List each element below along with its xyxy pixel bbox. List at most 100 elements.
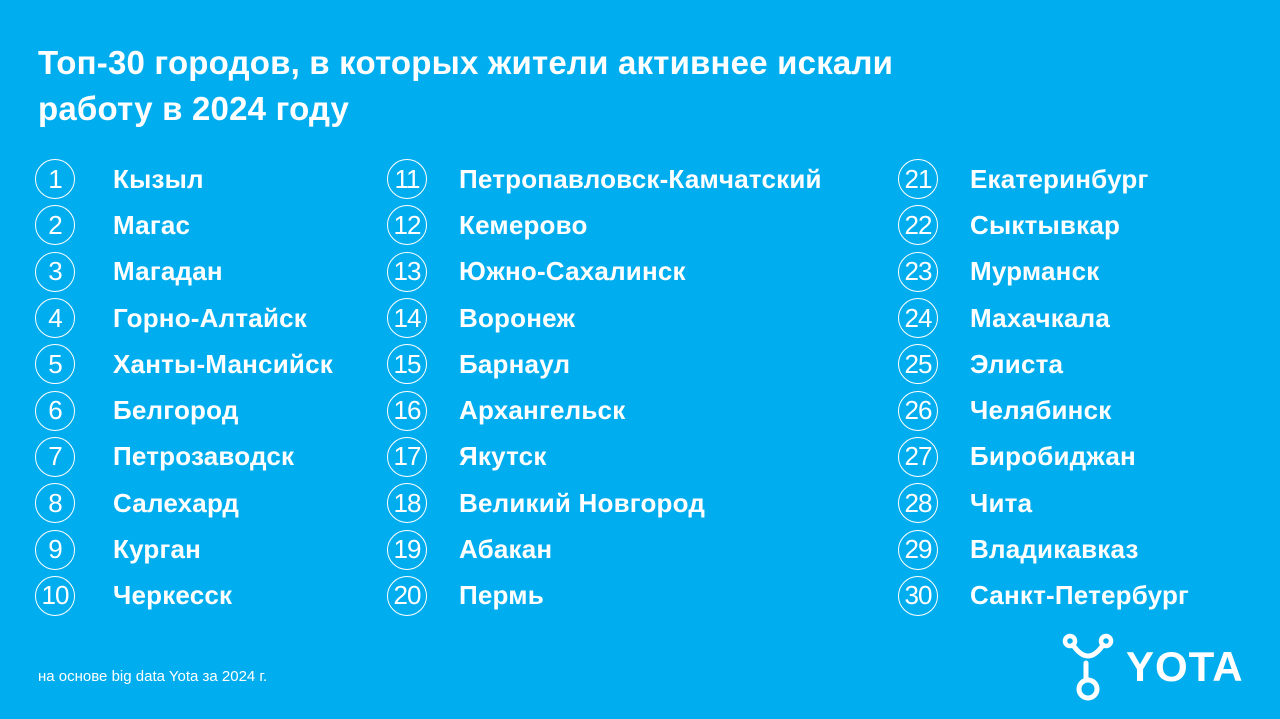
ranking-row: 2 Магас [35,202,333,248]
city-name: Абакан [459,534,553,565]
city-name: Пермь [459,580,544,611]
ranking-row: 14 Воронеж [387,295,822,341]
city-name: Горно-Алтайск [113,302,307,333]
rank-number: 15 [387,344,427,385]
ranking-row: 21 Екатеринбург [898,156,1189,202]
rank-number: 8 [35,483,75,524]
rank-number: 1 [35,159,75,200]
city-name: Магас [113,209,191,240]
page-title: Топ-30 городов, в которых жители активне… [38,40,998,132]
rank-number: 5 [35,344,75,385]
ranking-row: 6 Белгород [35,387,333,433]
rank-number: 3 [35,251,75,292]
rank-number: 24 [898,298,938,339]
city-name: Кызыл [113,163,204,194]
title-line-1: Топ-30 городов, в которых жители активне… [38,44,894,81]
ranking-column-2: 11 Петропавловск-Камчатский 12 Кемерово 13… [387,156,822,619]
rank-number: 23 [898,251,938,292]
ranking-row: 23 Мурманск [898,249,1189,295]
rank-number: 4 [35,298,75,339]
ranking-column-3: 21 Екатеринбург 22 Сыктывкар 23 Мурманск 24… [898,156,1189,619]
ranking-row: 22 Сыктывкар [898,202,1189,248]
city-name: Челябинск [970,395,1112,426]
city-name: Биробиджан [970,441,1136,472]
rank-number: 16 [387,390,427,431]
ranking-row: 8 Салехард [35,480,333,526]
city-name: Курган [113,534,202,565]
ranking-row: 12 Кемерово [387,202,822,248]
ranking-row: 20 Пермь [387,573,822,619]
city-name: Якутск [459,441,547,472]
rank-number: 6 [35,390,75,431]
ranking-row: 7 Петрозаводск [35,434,333,480]
ranking-row: 18 Великий Новгород [387,480,822,526]
city-name: Южно-Сахалинск [459,256,686,287]
city-name: Черкесск [113,580,233,611]
city-name: Владикавказ [970,534,1139,565]
ranking-row: 4 Горно-Алтайск [35,295,333,341]
rank-number: 17 [387,436,427,477]
rank-number: 7 [35,436,75,477]
rank-number: 28 [898,483,938,524]
city-name: Мурманск [970,256,1100,287]
ranking-row: 28 Чита [898,480,1189,526]
yota-logo: YOTA [1062,633,1244,701]
rank-number: 19 [387,529,427,570]
title-line-2: работу в 2024 году [38,90,350,127]
rank-number: 20 [387,575,427,616]
ranking-row: 1 Кызыл [35,156,333,202]
ranking-row: 15 Барнаул [387,341,822,387]
city-name: Кемерово [459,209,588,240]
rank-number: 18 [387,483,427,524]
rank-number: 26 [898,390,938,431]
city-name: Великий Новгород [459,487,706,518]
logo-text: YOTA [1126,643,1244,690]
rank-number: 29 [898,529,938,570]
city-name: Архангельск [459,395,626,426]
rank-number: 21 [898,159,938,200]
city-name: Салехард [113,487,240,518]
rank-number: 11 [387,159,427,200]
rank-number: 12 [387,205,427,246]
rank-number: 13 [387,251,427,292]
rank-number: 27 [898,436,938,477]
city-name: Барнаул [459,348,571,379]
rank-number: 30 [898,575,938,616]
city-name: Петрозаводск [113,441,295,472]
rank-number: 2 [35,205,75,246]
rank-number: 14 [387,298,427,339]
rank-number: 9 [35,529,75,570]
ranking-row: 10 Черкесск [35,573,333,619]
ranking-row: 5 Ханты-Мансийск [35,341,333,387]
city-name: Ханты-Мансийск [113,348,333,379]
ranking-row: 25 Элиста [898,341,1189,387]
ranking-row: 17 Якутск [387,434,822,480]
city-name: Сыктывкар [970,209,1121,240]
rank-number: 25 [898,344,938,385]
ranking-row: 19 Абакан [387,526,822,572]
city-name: Элиста [970,348,1064,379]
ranking-row: 29 Владикавказ [898,526,1189,572]
rank-number: 22 [898,205,938,246]
city-name: Воронеж [459,302,576,333]
city-name: Махачкала [970,302,1111,333]
ranking-row: 16 Архангельск [387,387,822,433]
ranking-row: 26 Челябинск [898,387,1189,433]
ranking-row: 13 Южно-Сахалинск [387,249,822,295]
yota-symbol-icon [1062,633,1114,701]
rank-number: 10 [35,575,75,616]
city-name: Санкт-Петербург [970,580,1190,611]
city-name: Екатеринбург [970,163,1149,194]
ranking-row: 27 Биробиджан [898,434,1189,480]
ranking-row: 9 Курган [35,526,333,572]
city-name: Белгород [113,395,239,426]
source-footnote: на основе big data Yota за 2024 г. [38,668,268,685]
ranking-column-1: 1 Кызыл 2 Магас 3 Магадан 4 Горно-Алтайск 5 Х… [35,156,333,619]
ranking-row: 3 Магадан [35,249,333,295]
city-name: Петропавловск-Камчатский [459,163,822,194]
ranking-row: 24 Махачкала [898,295,1189,341]
city-name: Чита [970,487,1033,518]
city-name: Магадан [113,256,223,287]
ranking-row: 30 Санкт-Петербург [898,573,1189,619]
ranking-row: 11 Петропавловск-Камчатский [387,156,822,202]
